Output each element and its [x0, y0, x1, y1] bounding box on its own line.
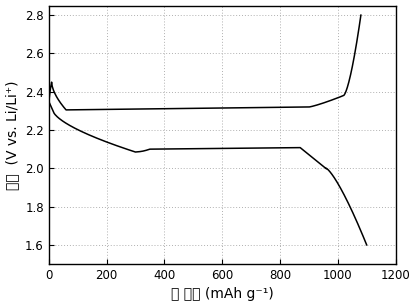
Y-axis label: 电压  (V vs. Li/Li⁺): 电压 (V vs. Li/Li⁺): [5, 80, 20, 189]
X-axis label: 比 容量 (mAh g⁻¹): 比 容量 (mAh g⁻¹): [171, 287, 274, 301]
